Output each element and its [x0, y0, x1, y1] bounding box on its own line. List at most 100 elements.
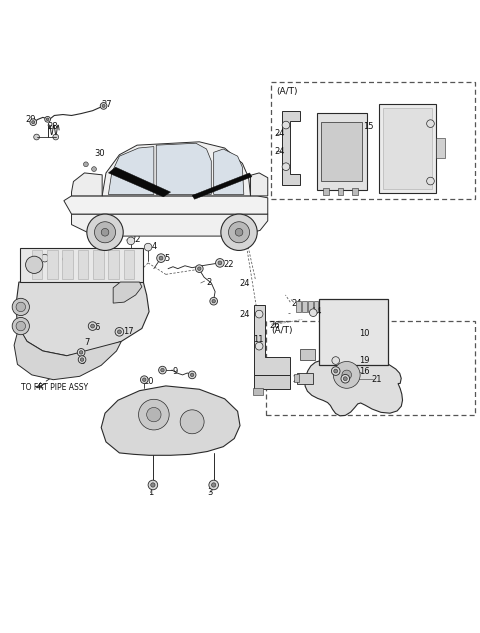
Circle shape: [115, 327, 124, 336]
Circle shape: [100, 103, 107, 110]
Circle shape: [143, 378, 146, 382]
Text: 8: 8: [80, 358, 85, 367]
Bar: [383, 108, 432, 189]
Bar: [47, 251, 58, 279]
Polygon shape: [101, 386, 240, 455]
Circle shape: [218, 261, 222, 265]
Text: (A/T): (A/T): [276, 87, 298, 96]
Text: 24: 24: [239, 310, 250, 318]
Circle shape: [63, 255, 71, 263]
Circle shape: [87, 214, 123, 251]
Circle shape: [235, 229, 243, 236]
FancyBboxPatch shape: [266, 322, 475, 415]
Circle shape: [427, 120, 434, 127]
Circle shape: [210, 298, 217, 305]
Text: 10: 10: [359, 329, 369, 338]
Bar: [319, 299, 388, 365]
Circle shape: [209, 480, 218, 490]
Polygon shape: [72, 173, 102, 196]
Bar: [93, 251, 104, 279]
Circle shape: [188, 371, 196, 379]
Text: 15: 15: [363, 122, 374, 130]
Text: 22: 22: [223, 260, 234, 269]
Text: TO FRT PIPE ASSY: TO FRT PIPE ASSY: [21, 383, 88, 392]
Circle shape: [79, 351, 83, 354]
Bar: [323, 188, 329, 196]
Bar: [124, 251, 134, 279]
Circle shape: [12, 298, 29, 315]
Text: 17: 17: [123, 327, 133, 336]
Text: (A/T): (A/T): [271, 327, 293, 335]
Circle shape: [161, 368, 164, 372]
Text: 24: 24: [275, 129, 285, 138]
Circle shape: [92, 166, 96, 172]
Text: 4: 4: [152, 242, 156, 251]
Bar: [308, 301, 313, 311]
Circle shape: [53, 134, 59, 140]
Text: 1: 1: [148, 488, 153, 497]
Circle shape: [118, 330, 121, 334]
Circle shape: [16, 302, 25, 311]
Circle shape: [88, 322, 97, 330]
Text: 18: 18: [383, 170, 393, 179]
Polygon shape: [251, 173, 268, 196]
Text: 6: 6: [94, 323, 99, 332]
Bar: [314, 301, 319, 311]
Bar: [302, 301, 307, 311]
Circle shape: [221, 214, 257, 251]
Circle shape: [212, 483, 216, 487]
Bar: [298, 373, 313, 384]
Circle shape: [228, 222, 250, 243]
Polygon shape: [192, 173, 252, 199]
Polygon shape: [16, 282, 149, 356]
Text: 26: 26: [270, 321, 280, 330]
Circle shape: [212, 299, 216, 303]
Circle shape: [342, 370, 351, 380]
Text: 29: 29: [25, 115, 36, 124]
Circle shape: [78, 356, 86, 363]
Circle shape: [127, 237, 135, 245]
Circle shape: [157, 254, 165, 263]
Polygon shape: [254, 306, 290, 375]
Text: 27: 27: [101, 101, 112, 110]
Circle shape: [45, 116, 50, 122]
Text: 25: 25: [293, 375, 303, 384]
Bar: [300, 349, 315, 360]
Circle shape: [25, 256, 43, 273]
Circle shape: [101, 229, 109, 236]
Bar: [108, 251, 119, 279]
Text: 13: 13: [40, 256, 50, 265]
Circle shape: [333, 361, 360, 388]
Circle shape: [332, 357, 339, 365]
Text: 3: 3: [207, 488, 213, 497]
Polygon shape: [108, 167, 170, 197]
Polygon shape: [254, 375, 290, 389]
Text: 21: 21: [372, 375, 382, 384]
Circle shape: [282, 163, 290, 170]
Text: 30: 30: [94, 149, 105, 158]
Circle shape: [255, 310, 263, 318]
Bar: [294, 374, 299, 382]
FancyBboxPatch shape: [271, 82, 475, 199]
Polygon shape: [14, 327, 121, 380]
Circle shape: [30, 119, 36, 125]
Text: 7: 7: [84, 338, 90, 348]
Circle shape: [151, 483, 155, 487]
Circle shape: [216, 259, 224, 267]
Circle shape: [198, 267, 201, 270]
Circle shape: [141, 376, 148, 384]
Text: 24: 24: [292, 299, 302, 308]
Bar: [20, 248, 144, 282]
Polygon shape: [102, 142, 251, 196]
Text: 23: 23: [62, 256, 72, 265]
Polygon shape: [156, 143, 211, 194]
Circle shape: [148, 480, 157, 490]
Circle shape: [195, 265, 203, 272]
Text: 28: 28: [48, 122, 58, 130]
Bar: [297, 301, 301, 311]
Circle shape: [95, 222, 116, 243]
Circle shape: [180, 410, 204, 434]
Text: 14: 14: [311, 307, 321, 316]
Text: 2: 2: [206, 277, 212, 287]
Bar: [253, 388, 263, 395]
